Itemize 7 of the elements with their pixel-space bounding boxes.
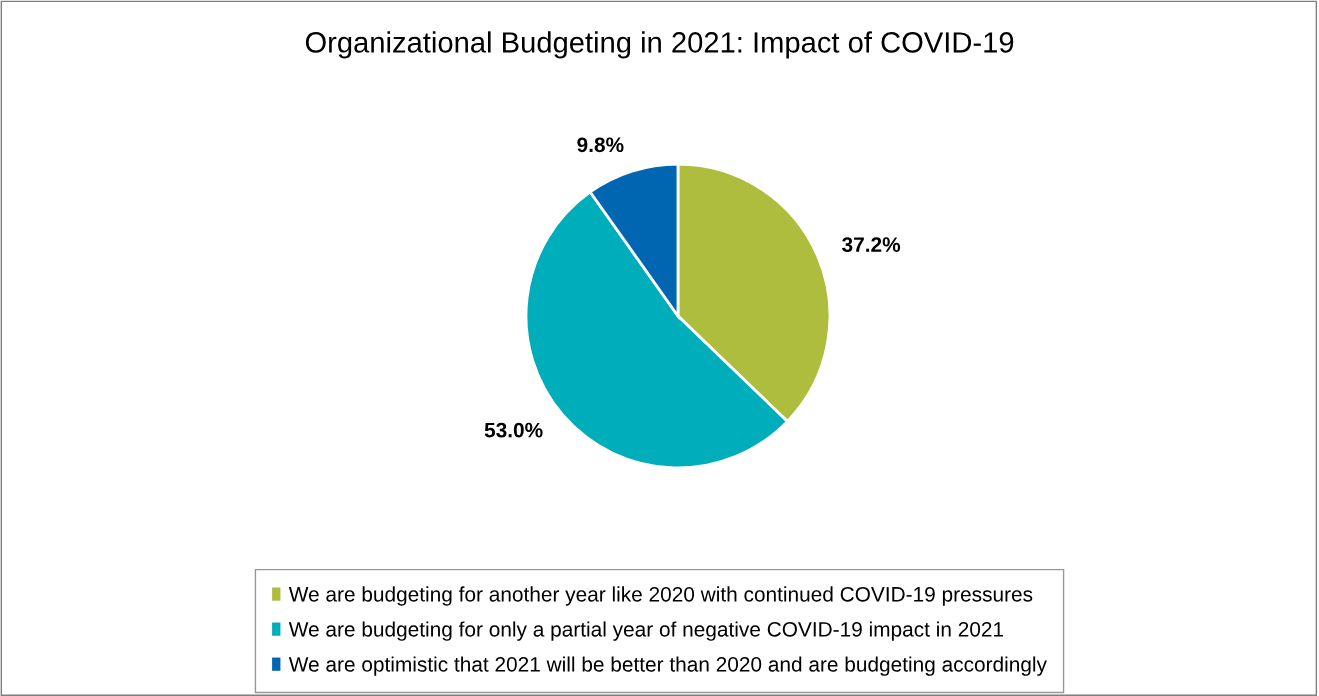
chart-title: Organizational Budgeting in 2021: Impact of COVID-19	[305, 31, 1014, 59]
legend-label: We are budgeting for another year like 2020 with continued COVID-19 pressures	[288, 586, 1033, 606]
data-label: 53.0%	[484, 422, 543, 438]
data-label: 37.2%	[842, 237, 901, 253]
data-label: 9.8%	[577, 137, 624, 153]
legend-label: We are optimistic that 2021 will be better than 2020 and are budgeting accordingly	[288, 656, 1047, 676]
legend-label: We are budgeting for only a partial year of negative COVID-19 impact in 2021	[288, 621, 1004, 641]
